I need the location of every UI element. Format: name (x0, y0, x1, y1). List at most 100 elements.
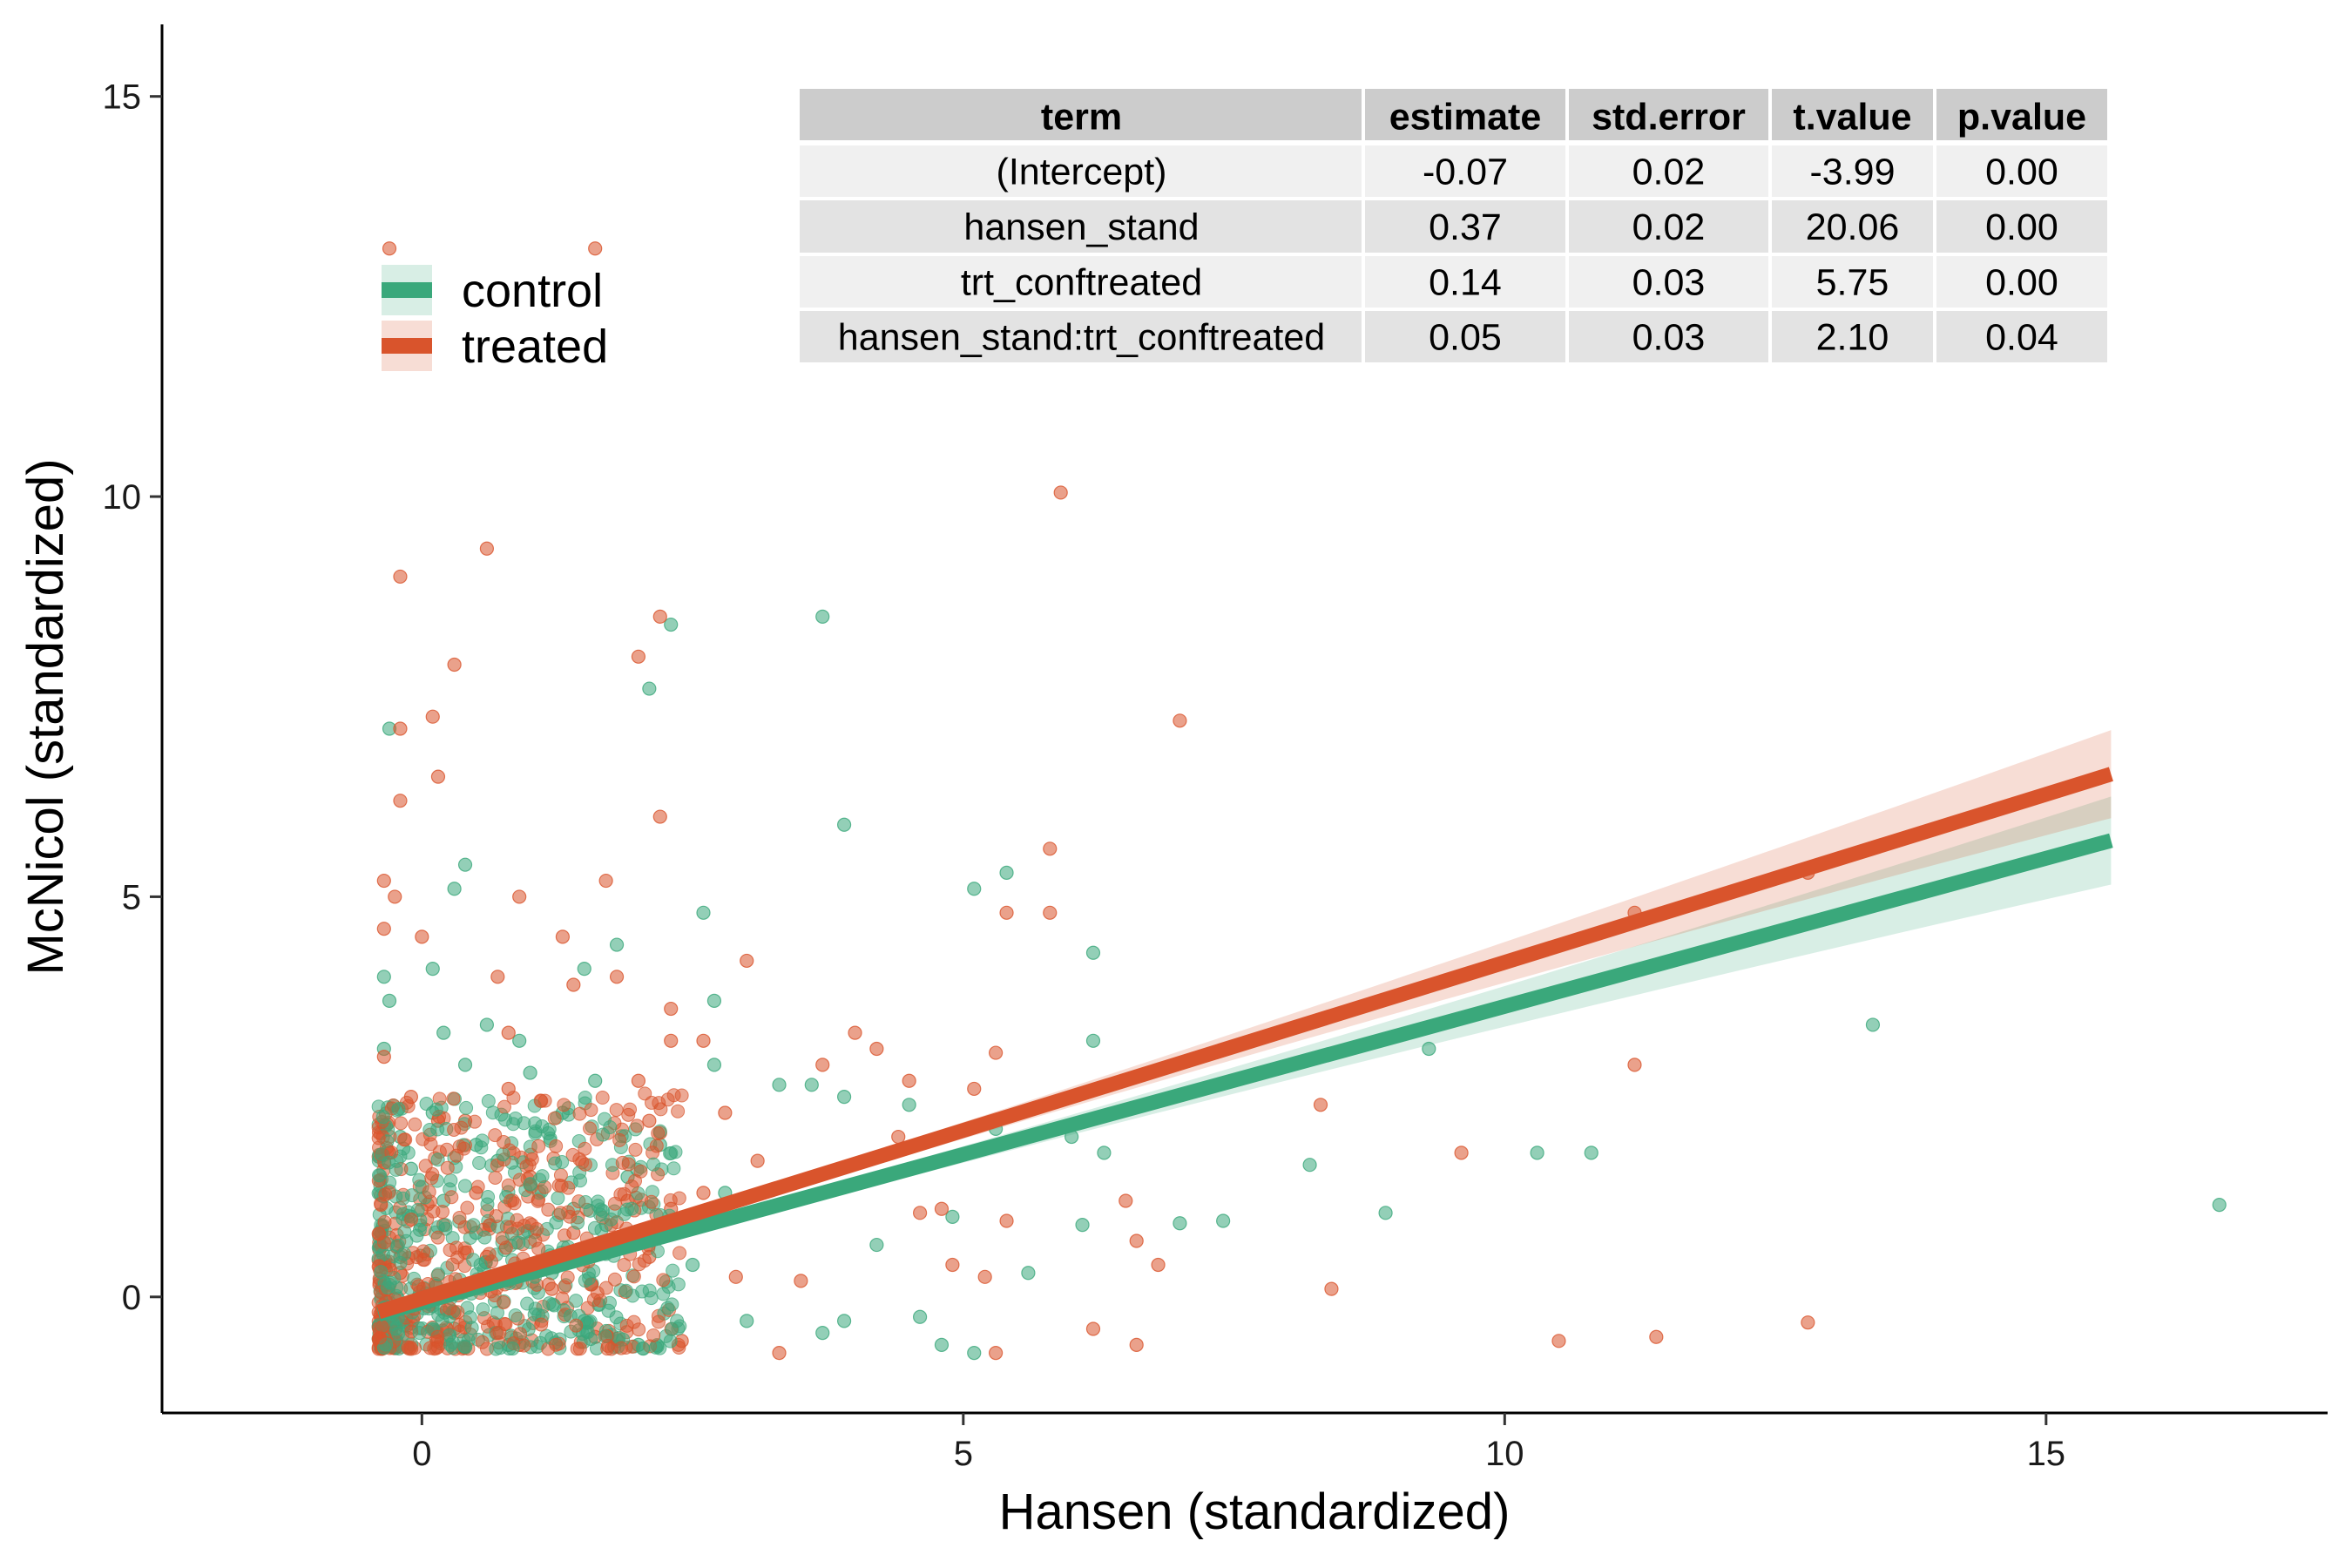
x-tick-label: 0 (412, 1435, 431, 1473)
table-cell-text: 0.00 (1985, 152, 2058, 193)
data-point-treated (378, 1187, 393, 1202)
data-point-treated (696, 1033, 711, 1048)
data-point-treated (612, 1132, 627, 1147)
data-point-treated (660, 1092, 675, 1107)
data-point-treated (621, 1157, 636, 1172)
data-point-control (508, 1308, 523, 1322)
data-point-treated (999, 905, 1014, 920)
data-point-treated (1173, 713, 1187, 728)
x-axis-title: Hansen (standardized) (999, 1484, 1511, 1540)
data-point-treated (393, 569, 408, 585)
data-point-control (1173, 1216, 1187, 1231)
data-point-treated (452, 1210, 467, 1225)
data-point-treated (430, 769, 446, 784)
data-point-treated (607, 1196, 622, 1211)
data-point-control (412, 1222, 427, 1237)
data-point-treated (447, 1122, 462, 1137)
data-point-control (578, 1091, 592, 1105)
data-point-control (815, 609, 830, 624)
data-point-treated (404, 1212, 419, 1227)
data-point-treated (1324, 1281, 1339, 1296)
data-point-treated (422, 1185, 436, 1200)
data-point-treated (1085, 1321, 1101, 1336)
data-point-control (459, 1100, 474, 1115)
data-point-treated (1043, 841, 1058, 856)
data-point-control (664, 617, 679, 632)
data-point-treated (492, 1325, 507, 1340)
table-cell-text: (Intercept) (997, 152, 1167, 193)
data-point-control (395, 1191, 410, 1206)
data-point-control (646, 1157, 661, 1172)
data-point-treated (446, 1092, 461, 1106)
table-cell-text: -0.07 (1423, 152, 1508, 193)
table-header-text: t.value (1793, 97, 1911, 139)
data-point-control (481, 1094, 496, 1109)
data-point-control (412, 1326, 427, 1341)
data-point-treated (631, 649, 646, 664)
data-point-control (472, 1155, 487, 1170)
data-point-treated (588, 241, 603, 256)
data-point-treated (794, 1274, 808, 1288)
data-point-treated (619, 1318, 634, 1333)
y-tick-label: 5 (122, 878, 141, 916)
fit-line-control (376, 833, 2113, 1322)
data-point-control (430, 1152, 445, 1167)
data-point-control (583, 1314, 598, 1328)
table-cell-text: 0.00 (1985, 262, 2058, 304)
table-cell-text: trt_conftreated (961, 262, 1202, 304)
x-tick-label: 10 (1485, 1435, 1524, 1473)
data-point-treated (415, 929, 429, 944)
data-point-control (584, 1332, 598, 1347)
data-point-control (836, 1090, 852, 1105)
data-point-control (505, 1342, 520, 1356)
data-point-treated (506, 1091, 521, 1105)
data-point-control (479, 1017, 495, 1032)
data-point-control (587, 1220, 602, 1235)
data-point-control (476, 1302, 490, 1317)
data-point-treated (555, 929, 571, 944)
data-point-control (443, 1173, 458, 1188)
data-point-treated (426, 1204, 441, 1219)
data-point-treated (467, 1114, 482, 1129)
data-point-treated (524, 1152, 539, 1166)
data-point-control (390, 1238, 405, 1253)
data-point-treated (398, 1132, 413, 1147)
data-point-treated (513, 1327, 528, 1342)
data-point-treated (1043, 905, 1058, 920)
table-cell (1936, 256, 2107, 308)
data-point-control (577, 962, 591, 977)
table-cell (800, 200, 1362, 253)
data-point-treated (642, 1113, 657, 1128)
data-point-control (663, 1334, 678, 1348)
data-point-treated (504, 1193, 518, 1208)
data-point-control (1422, 1041, 1436, 1057)
data-point-treated (750, 1153, 765, 1168)
data-point-control (1021, 1266, 1036, 1281)
x-tick-label: 5 (954, 1435, 973, 1473)
data-point-treated (674, 1088, 689, 1103)
data-point-treated (479, 541, 495, 556)
data-point-control (656, 1287, 671, 1301)
data-point-treated (651, 1315, 666, 1329)
data-point-treated (631, 1073, 646, 1088)
data-point-treated (553, 1206, 568, 1220)
data-point-treated (388, 889, 402, 904)
data-point-control (596, 1127, 611, 1142)
data-point-treated (626, 1269, 641, 1284)
table-cell (1365, 200, 1565, 253)
table-cell (1569, 256, 1768, 308)
data-point-treated (565, 1147, 580, 1162)
data-point-treated (531, 1139, 546, 1153)
table-cell (1365, 256, 1565, 308)
data-point-control (945, 1209, 960, 1225)
data-point-treated (600, 1338, 615, 1353)
data-point-control (912, 1309, 928, 1324)
table-cell-text: 0.02 (1632, 206, 1706, 248)
data-point-treated (653, 1102, 668, 1117)
table-cell (1936, 145, 2107, 197)
data-point-treated (373, 1330, 388, 1345)
data-point-control (999, 865, 1014, 880)
data-points (371, 241, 2227, 1361)
data-point-treated (718, 1105, 733, 1120)
data-point-treated (530, 1221, 544, 1236)
